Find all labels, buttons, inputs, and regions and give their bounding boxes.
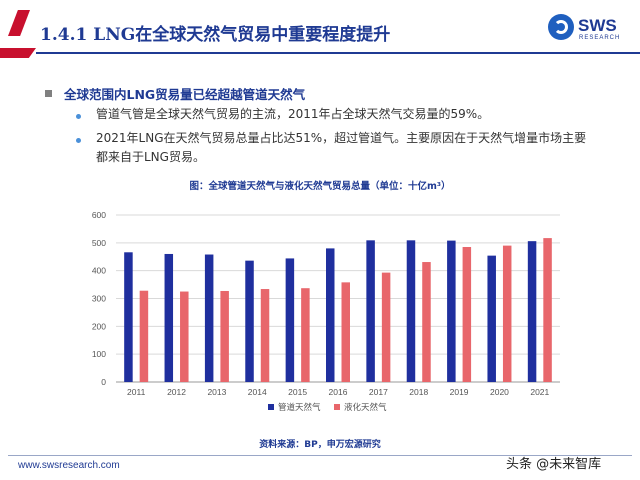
legend-swatch bbox=[268, 404, 274, 410]
bar-pipeline bbox=[366, 240, 375, 382]
bar-lng bbox=[139, 290, 149, 382]
x-tick-label: 2019 bbox=[450, 387, 469, 397]
bar-lng bbox=[422, 262, 431, 382]
x-tick-label: 2017 bbox=[369, 387, 388, 397]
x-tick-label: 2021 bbox=[530, 387, 549, 397]
bar-pipeline bbox=[245, 260, 254, 382]
bar-lng bbox=[301, 288, 310, 382]
bullet-dot-icon bbox=[76, 114, 81, 119]
y-tick-label: 500 bbox=[92, 238, 106, 248]
bar-pipeline bbox=[164, 253, 174, 382]
footer-url: www.swsresearch.com bbox=[18, 460, 120, 471]
x-tick-label: 2013 bbox=[207, 387, 226, 397]
y-tick-label: 300 bbox=[92, 294, 106, 304]
bar-lng bbox=[341, 282, 350, 382]
bar-lng bbox=[260, 289, 270, 382]
bar-lng bbox=[462, 247, 472, 382]
bar-pipeline bbox=[406, 240, 416, 382]
x-tick-label: 2012 bbox=[167, 387, 186, 397]
header-accent-bar bbox=[0, 48, 36, 58]
x-tick-label: 2016 bbox=[329, 387, 348, 397]
y-tick-label: 600 bbox=[92, 210, 106, 220]
x-tick-label: 2020 bbox=[490, 387, 509, 397]
bullet-text-1: 管道气管是全球天然气贸易的主流，2011年占全球天然气交易量的59%。 bbox=[96, 107, 490, 121]
x-tick-label: 2011 bbox=[127, 387, 146, 397]
square-bullet-icon bbox=[45, 90, 52, 97]
footer-divider bbox=[8, 455, 632, 456]
legend-swatch bbox=[334, 404, 340, 410]
y-tick-label: 400 bbox=[92, 266, 106, 276]
slide-title: 1.4.1 LNG在全球天然气贸易中重要程度提升 bbox=[40, 25, 391, 45]
bar-lng bbox=[543, 238, 552, 382]
y-tick-label: 0 bbox=[101, 377, 106, 387]
bullet-text-2: 2021年LNG在天然气贸易总量占比达51%，超过管道气。主要原因在于天然气增量… bbox=[96, 131, 587, 145]
section-heading: 全球范围内LNG贸易量已经超越管道天然气 bbox=[64, 87, 306, 102]
bullet-text-2-cont: 都来自于LNG贸易。 bbox=[96, 150, 205, 164]
watermark: 头条 @未来智库 bbox=[506, 457, 602, 472]
legend-label: 液化天然气 bbox=[344, 402, 387, 413]
chart-source: 资料来源：BP，申万宏源研究 bbox=[259, 440, 381, 450]
bar-pipeline bbox=[204, 254, 214, 382]
header-divider bbox=[36, 52, 640, 54]
x-tick-label: 2014 bbox=[248, 387, 267, 397]
legend-label: 管道天然气 bbox=[278, 402, 321, 413]
bar-chart: 0 100 200 300 400 500 600 2011 2012 2013 2014 2015 2… bbox=[92, 210, 560, 413]
bar-pipeline bbox=[527, 241, 537, 382]
bar-lng bbox=[381, 272, 391, 382]
logo-sub: RESEARCH bbox=[579, 35, 621, 41]
sws-logo-icon bbox=[548, 14, 574, 40]
bar-pipeline bbox=[326, 248, 335, 382]
logo-slash-icon bbox=[8, 10, 30, 36]
bar-pipeline bbox=[285, 258, 295, 382]
bar-lng bbox=[220, 290, 229, 382]
bullet-dot-icon bbox=[76, 138, 81, 143]
slide-header: 1.4.1 LNG在全球天然气贸易中重要程度提升 SWS RESEARCH bbox=[0, 0, 640, 64]
bar-pipeline bbox=[124, 252, 133, 382]
y-tick-label: 200 bbox=[92, 321, 106, 331]
logo-name: SWS bbox=[578, 16, 617, 35]
bar-lng bbox=[502, 245, 512, 382]
bar-pipeline bbox=[487, 255, 496, 382]
y-tick-label: 100 bbox=[92, 349, 106, 359]
x-tick-label: 2015 bbox=[288, 387, 307, 397]
bar-lng bbox=[180, 291, 189, 382]
sws-logo: SWS RESEARCH bbox=[548, 14, 630, 46]
chart-title: 图：全球管道天然气与液化天然气贸易总量（单位：十亿m³） bbox=[189, 181, 451, 192]
bar-pipeline bbox=[447, 240, 456, 382]
x-tick-label: 2018 bbox=[409, 387, 428, 397]
